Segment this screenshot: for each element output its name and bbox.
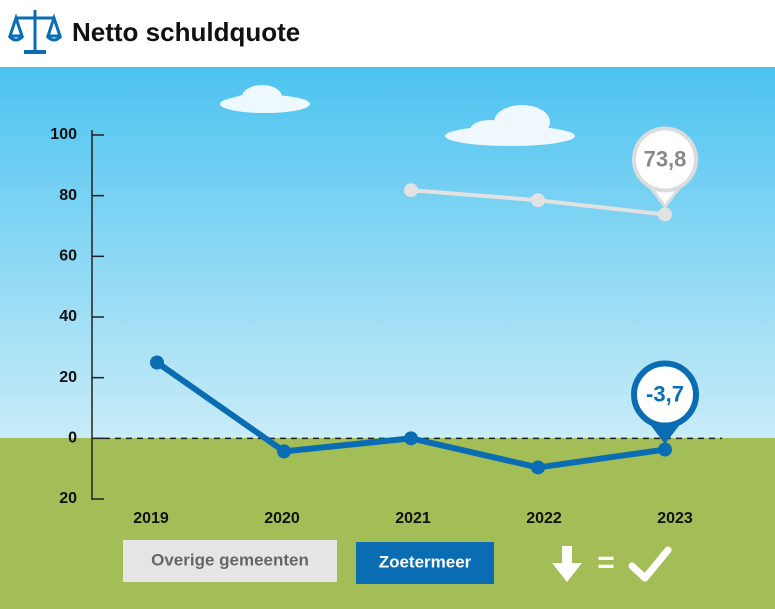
title: Netto schuldquote [72, 17, 300, 47]
x-tick-label: 2022 [526, 510, 562, 527]
point [277, 444, 291, 459]
arrow-down-icon [552, 546, 582, 582]
y-tick-label: 100 [50, 126, 77, 143]
point [404, 183, 418, 198]
check-icon [628, 546, 672, 582]
point [404, 431, 418, 446]
y-tick-label: 60 [59, 248, 77, 265]
cloud [445, 105, 575, 146]
legend-box[interactable] [356, 542, 494, 584]
point [531, 460, 545, 475]
y-tick-label: 80 [59, 187, 77, 204]
point [531, 193, 545, 208]
legend-box[interactable] [123, 540, 337, 582]
value-label: -3,7 [646, 381, 684, 406]
legend-label[interactable]: Overige gemeenten [151, 550, 309, 569]
legend-label[interactable]: Zoetermeer [379, 552, 472, 571]
pin [631, 360, 699, 429]
y-tick-label: 0 [68, 430, 77, 447]
point [658, 207, 672, 222]
x-tick-label: 2021 [395, 510, 431, 527]
x-tick-label: 2019 [133, 510, 169, 527]
value-label: 73,8 [644, 146, 687, 171]
x-tick-label: 2020 [264, 510, 300, 527]
scale-icon [7, 10, 63, 54]
y-tick-label: 40 [59, 308, 77, 325]
equals-sign: = [597, 546, 615, 579]
y-tick-label: 20 [59, 369, 77, 386]
pin [632, 126, 698, 193]
point [150, 355, 164, 370]
y-tick-label: 20 [59, 490, 77, 507]
cloud [220, 85, 310, 113]
point [658, 442, 672, 457]
header [0, 0, 775, 67]
x-tick-label: 2023 [657, 510, 693, 527]
